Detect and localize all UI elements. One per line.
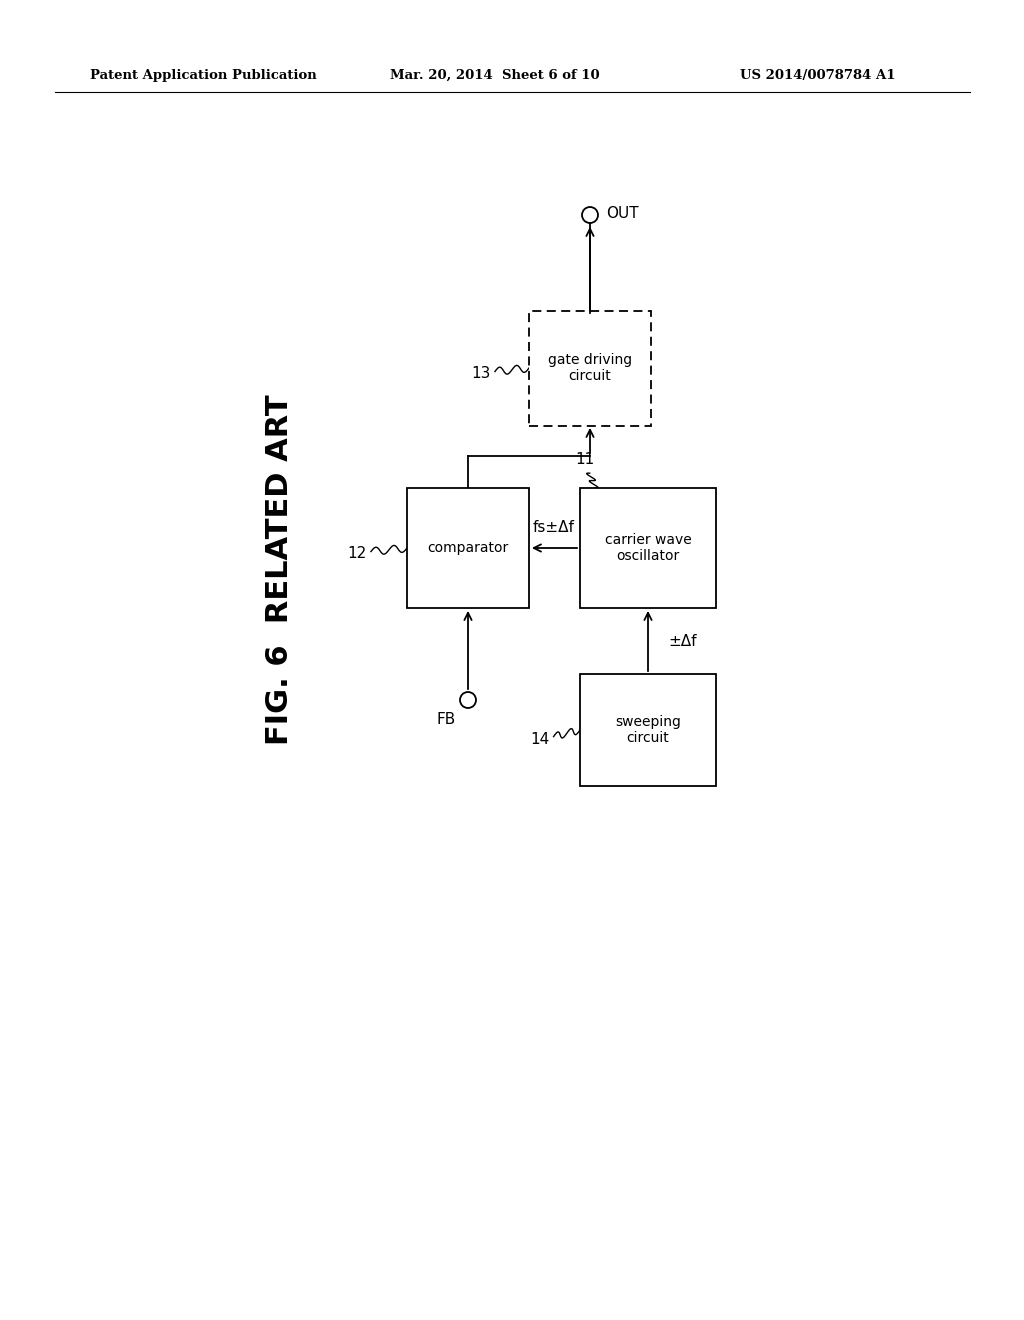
Text: ±Δf: ±Δf (668, 634, 696, 648)
Text: FB: FB (436, 713, 456, 727)
Bar (529, 310, 651, 425)
Text: fs±Δf: fs±Δf (534, 520, 574, 536)
Bar (580, 488, 716, 609)
Text: carrier wave
oscillator: carrier wave oscillator (604, 533, 691, 564)
Text: sweeping
circuit: sweeping circuit (615, 715, 681, 744)
Text: OUT: OUT (606, 206, 639, 220)
Text: Mar. 20, 2014  Sheet 6 of 10: Mar. 20, 2014 Sheet 6 of 10 (390, 69, 600, 82)
Text: 13: 13 (471, 366, 490, 380)
Text: 12: 12 (347, 545, 367, 561)
Bar (407, 488, 529, 609)
Text: 11: 11 (575, 453, 595, 467)
Text: Patent Application Publication: Patent Application Publication (90, 69, 316, 82)
Text: FIG. 6  RELATED ART: FIG. 6 RELATED ART (265, 395, 295, 746)
Bar (580, 675, 716, 785)
Text: gate driving
circuit: gate driving circuit (548, 352, 632, 383)
Text: 14: 14 (530, 733, 550, 747)
Text: comparator: comparator (427, 541, 509, 554)
Text: US 2014/0078784 A1: US 2014/0078784 A1 (740, 69, 896, 82)
